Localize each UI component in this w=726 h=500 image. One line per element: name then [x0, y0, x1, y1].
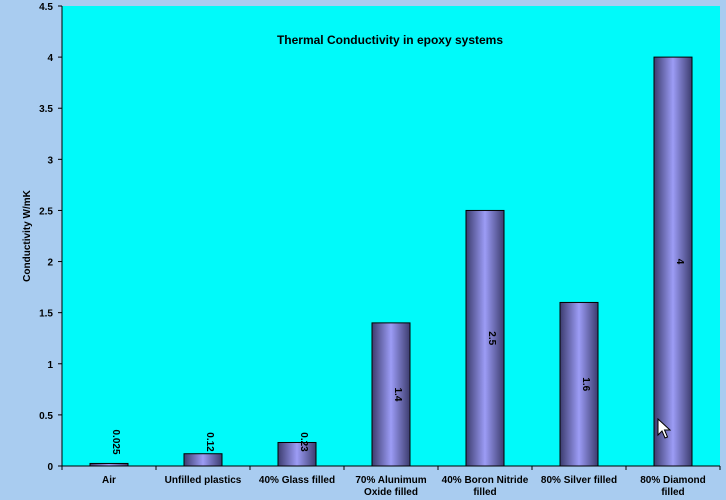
y-axis: 0 0.5 1 1.5 2 2.5 3 3.5 4 4.5 [39, 2, 63, 473]
mouse-pointer-icon [657, 418, 671, 439]
y-tick-label: 3 [47, 155, 53, 166]
y-tick-label: 2 [47, 258, 53, 269]
data-label: 0.23 [298, 432, 309, 452]
x-tick-label: Unfilled plastics [165, 475, 242, 486]
data-label: 4 [674, 259, 685, 265]
x-tick-label: 40% Boron Nitride filled [442, 475, 529, 498]
y-tick-label: 2.5 [39, 206, 53, 217]
bar [559, 301, 599, 467]
data-label: 1.4 [392, 387, 403, 401]
y-tick-label: 0.5 [39, 411, 53, 422]
y-tick-label: 3.5 [39, 104, 53, 115]
y-tick-label: 0 [47, 462, 53, 473]
x-tick-label: 80% Silver filled [541, 475, 617, 486]
y-tick-label: 1.5 [39, 309, 53, 320]
x-tick-label: 80% Diamond filled [640, 475, 706, 498]
y-tick-label: 4.5 [39, 2, 53, 13]
y-tick-label: 4 [47, 53, 53, 64]
bar [183, 453, 223, 467]
data-label: 1.6 [580, 377, 591, 391]
x-tick-label: 40% Glass filled [259, 475, 335, 486]
bar [277, 441, 317, 467]
data-label: 0.025 [110, 429, 121, 454]
bars: 0.025 0.12 0.23 1.4 2.5 1.6 4 [89, 56, 693, 467]
y-tick-label: 1 [47, 360, 53, 371]
chart-title: Thermal Conductivity in epoxy systems [277, 33, 503, 47]
bar [653, 56, 693, 467]
bar [465, 209, 505, 467]
bar [89, 462, 129, 467]
data-label: 0.12 [204, 432, 215, 452]
x-tick-label: Air [102, 475, 116, 486]
data-label: 2.5 [486, 331, 497, 345]
x-axis: Air Unfilled plastics 40% Glass filled 70% … [61, 465, 721, 498]
y-axis-title: Conductivity W/mK [22, 189, 33, 281]
x-tick-label: 70% Alunimum Oxide filled [355, 475, 426, 498]
bar [371, 322, 411, 467]
